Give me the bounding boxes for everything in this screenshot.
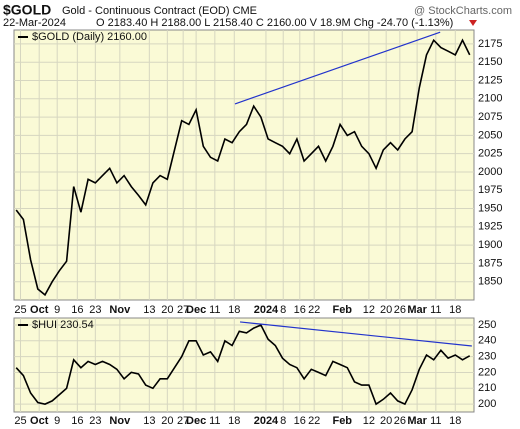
y-tick-label: 230 — [478, 351, 496, 363]
y-tick-label: 1975 — [478, 184, 502, 196]
x-tick-label: 23 — [89, 304, 101, 316]
y-tick-label: 2025 — [478, 148, 502, 160]
x-tick-label: 11 — [430, 304, 441, 316]
legend-label: $GOLD (Daily) 2160.00 — [32, 31, 147, 43]
legend-label: $HUI 230.54 — [32, 319, 94, 331]
x-tick-label: 12 — [363, 415, 375, 427]
x-tick-label: 16 — [71, 304, 83, 316]
x-tick-label: 2024 — [254, 304, 279, 316]
x-tick-label: 13 — [143, 304, 155, 316]
x-tick-label: 23 — [89, 415, 101, 427]
x-tick-label: 18 — [449, 415, 461, 427]
x-tick-label: 12 — [363, 304, 375, 316]
x-tick-label: 18 — [228, 415, 240, 427]
x-tick-label: Feb — [332, 415, 352, 427]
x-tick-label: 18 — [449, 304, 461, 316]
y-tick-label: 1900 — [478, 239, 502, 251]
x-tick-label: 9 — [54, 304, 60, 316]
x-tick-label: 16 — [294, 304, 306, 316]
trendline — [234, 31, 441, 105]
x-tick-label: 2024 — [254, 415, 279, 427]
x-tick-label: 11 — [430, 415, 441, 427]
x-tick-label: Dec — [186, 415, 206, 427]
y-tick-label: 1950 — [478, 202, 502, 214]
x-tick-label: 20 — [380, 415, 392, 427]
x-tick-label: Oct — [30, 415, 49, 427]
y-tick-label: 2050 — [478, 129, 502, 141]
x-tick-label: 27 — [177, 415, 189, 427]
y-tick-label: 2000 — [478, 166, 502, 178]
y-tick-label: 2125 — [478, 74, 502, 86]
price-line — [15, 38, 471, 297]
y-tick-label: 210 — [478, 382, 496, 394]
symbol: $GOLD — [3, 2, 51, 18]
x-tick-label: 26 — [394, 304, 406, 316]
y-tick-label: 1875 — [478, 257, 502, 269]
x-tick-label: 26 — [394, 415, 406, 427]
y-tick-label: 2100 — [478, 93, 502, 105]
plot-area — [13, 317, 475, 413]
price-line — [15, 323, 471, 406]
y-tick-label: 2175 — [478, 38, 502, 50]
y-tick-label: 1925 — [478, 221, 502, 233]
x-tick-label: 20 — [161, 304, 173, 316]
y-tick-label: 220 — [478, 366, 496, 378]
x-tick-label: 22 — [308, 304, 320, 316]
x-tick-label: 16 — [71, 415, 83, 427]
y-tick-label: 2075 — [478, 111, 502, 123]
x-tick-label: 13 — [143, 415, 155, 427]
x-tick-label: Mar — [407, 304, 427, 316]
y-tick-label: 200 — [478, 398, 496, 410]
x-tick-label: Feb — [332, 304, 352, 316]
y-tick-label: 1850 — [478, 276, 502, 288]
y-tick-label: 240 — [478, 335, 496, 347]
x-tick-label: 18 — [228, 304, 240, 316]
x-tick-label: 20 — [380, 304, 392, 316]
date: 22-Mar-2024 — [3, 17, 66, 29]
x-tick-label: 8 — [280, 415, 286, 427]
ohlc: O 2183.40 H 2188.00 L 2158.40 C 2160.00 … — [96, 17, 453, 29]
x-tick-label: 9 — [54, 415, 60, 427]
x-tick-label: 16 — [294, 415, 306, 427]
x-tick-label: 8 — [280, 304, 286, 316]
x-tick-label: 20 — [161, 415, 173, 427]
instrument-name: Gold - Continuous Contract (EOD) CME — [62, 5, 257, 17]
y-tick-label: 250 — [478, 319, 496, 331]
x-tick-label: Nov — [109, 415, 131, 427]
watermark: @ StockCharts.com — [414, 5, 512, 17]
down-arrow — [469, 20, 477, 26]
x-tick-label: 11 — [209, 304, 220, 316]
plot-area — [13, 29, 475, 301]
x-tick-label: Oct — [30, 304, 49, 316]
trendline — [239, 321, 472, 347]
x-tick-label: 25 — [14, 415, 26, 427]
x-tick-label: 25 — [14, 304, 26, 316]
x-tick-label: Dec — [186, 304, 206, 316]
y-tick-label: 2150 — [478, 56, 502, 68]
x-tick-label: Mar — [407, 415, 427, 427]
x-tick-label: 27 — [177, 304, 189, 316]
x-tick-label: 22 — [308, 415, 320, 427]
x-tick-label: Nov — [109, 304, 131, 316]
x-tick-label: 11 — [209, 415, 220, 427]
